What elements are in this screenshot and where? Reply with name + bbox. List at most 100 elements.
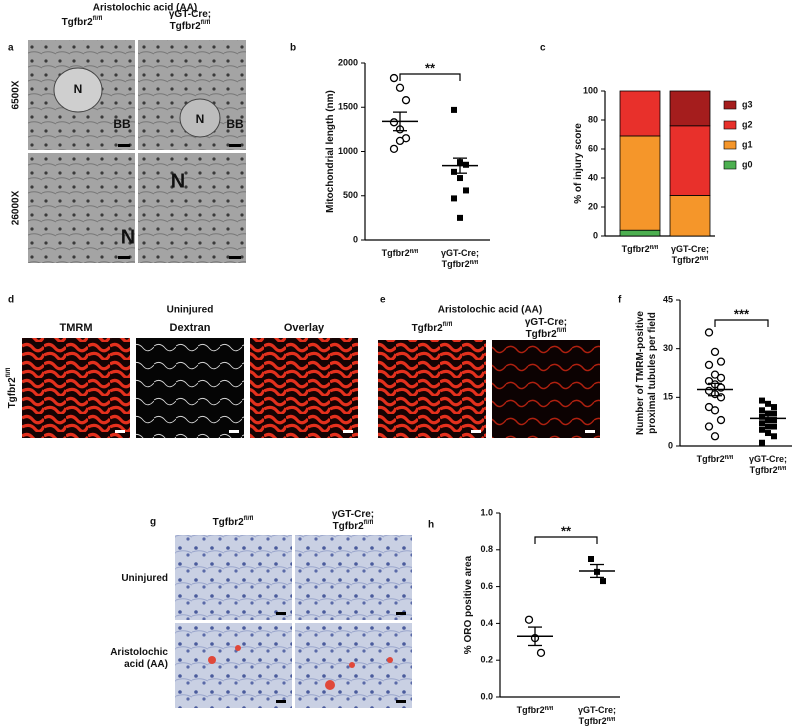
y-tick-label: 500 bbox=[343, 190, 358, 200]
data-point bbox=[759, 397, 765, 404]
label-text: Tgfbr2 bbox=[213, 517, 245, 528]
column-header: Overlay bbox=[284, 322, 325, 334]
y-tick-label: 0.8 bbox=[480, 544, 493, 554]
label-text: proximal tubules per field bbox=[647, 312, 658, 434]
nucleus bbox=[179, 98, 221, 138]
label-text: acid (AA) bbox=[124, 659, 168, 670]
y-tick-label: 0.4 bbox=[480, 618, 493, 628]
data-point bbox=[716, 357, 726, 366]
label-text: γGT-Cre; bbox=[332, 509, 374, 520]
label-text: γGT-Cre; bbox=[671, 244, 709, 254]
legend-label: g0 bbox=[742, 159, 753, 169]
significance-label: ** bbox=[561, 523, 572, 538]
y-tick-label: 0 bbox=[593, 230, 598, 240]
y-tick-label: 0.6 bbox=[480, 581, 493, 591]
significance-bracket bbox=[714, 319, 769, 327]
data-point bbox=[463, 161, 469, 168]
scale-bar bbox=[276, 612, 286, 615]
row-label: Uninjured bbox=[121, 573, 168, 584]
data-point bbox=[710, 406, 720, 415]
label-text: γGT-Cre; bbox=[525, 317, 567, 328]
data-point bbox=[716, 393, 726, 402]
y-tick-label: 15 bbox=[663, 392, 673, 402]
label-superscript: fl/fl bbox=[244, 515, 254, 522]
label-text: Tgfbr2 bbox=[517, 705, 545, 715]
label-text: Tgfbr2 bbox=[62, 17, 94, 28]
label-superscript: fl/fl bbox=[557, 327, 567, 334]
micrograph bbox=[138, 153, 246, 263]
data-point bbox=[524, 615, 534, 624]
label-text: Tgfbr2 bbox=[170, 21, 202, 32]
x-tick-label: γGT-Cre; bbox=[578, 705, 616, 715]
data-point bbox=[765, 430, 771, 437]
fluorescence-image bbox=[378, 340, 486, 438]
label-superscript: fl/fl bbox=[778, 466, 787, 472]
x-tick-label: Tgfbr2fl/fl bbox=[517, 705, 554, 715]
image-annotation: N bbox=[121, 226, 135, 248]
data-point bbox=[395, 83, 405, 92]
label-superscript: fl/fl bbox=[443, 321, 453, 328]
y-axis-label: Mitochondrial length (nm) bbox=[325, 90, 336, 213]
label-superscript: fl/fl bbox=[725, 455, 734, 461]
fluorescence-image bbox=[22, 338, 130, 438]
data-point bbox=[771, 433, 777, 440]
legend-swatch bbox=[723, 120, 737, 130]
data-point bbox=[759, 407, 765, 414]
column-header: γGT-Cre; bbox=[169, 9, 211, 20]
y-tick-label: 0 bbox=[353, 234, 358, 244]
lipid-droplet bbox=[387, 657, 393, 663]
histology-image bbox=[295, 535, 412, 620]
bar-segment bbox=[669, 194, 711, 237]
panel-d-images bbox=[22, 338, 358, 438]
label-text: Tgfbr2 bbox=[697, 454, 725, 464]
y-tick-label: 30 bbox=[663, 343, 673, 353]
column-header: γGT-Cre; bbox=[525, 317, 567, 328]
column-header: Tgfbr2fl/fl bbox=[213, 515, 254, 527]
data-point bbox=[771, 417, 777, 424]
scale-bar bbox=[118, 256, 130, 259]
significance-bracket bbox=[534, 536, 598, 544]
data-point bbox=[765, 410, 771, 417]
y-tick-label: 2000 bbox=[338, 57, 358, 67]
data-point bbox=[716, 373, 726, 383]
data-point bbox=[716, 415, 726, 425]
column-header: Dextran bbox=[170, 322, 211, 334]
significance-label: *** bbox=[734, 306, 750, 321]
bar-segment bbox=[669, 125, 711, 196]
scale-bar bbox=[276, 700, 286, 703]
fluorescence-image bbox=[136, 338, 244, 438]
row-label: acid (AA) bbox=[124, 659, 168, 670]
data-point bbox=[704, 328, 714, 337]
y-axis-label: Number of TMRM-positive bbox=[635, 311, 646, 435]
column-header: Tgfbr2fl/fl bbox=[333, 519, 374, 531]
panel-title: Aristolochic acid (AA) bbox=[93, 3, 197, 14]
label-text: γGT-Cre; bbox=[749, 454, 787, 464]
panel-g-images bbox=[175, 535, 412, 708]
scale-bar bbox=[229, 256, 241, 259]
label-superscript: fl/fl bbox=[650, 245, 659, 251]
legend-label: g3 bbox=[742, 99, 753, 109]
data-point bbox=[588, 556, 594, 562]
row-label: Aristolochic bbox=[110, 647, 168, 658]
bar-segment bbox=[619, 229, 661, 237]
label-text: Number of TMRM-positive bbox=[635, 311, 646, 435]
label-text: Aristolochic bbox=[110, 647, 168, 658]
label-text: Tgfbr2 bbox=[412, 323, 444, 334]
panel-letter: f bbox=[618, 295, 622, 306]
y-tick-label: 1500 bbox=[338, 102, 358, 112]
data-point bbox=[710, 347, 720, 357]
column-header: TMRM bbox=[60, 322, 93, 334]
panel-letter: d bbox=[8, 295, 14, 306]
column-header: Tgfbr2fl/fl bbox=[170, 19, 211, 31]
label-superscript: fl/fl bbox=[201, 19, 211, 26]
label-superscript: fl/fl bbox=[364, 519, 374, 526]
x-tick-label: Tgfbr2fl/fl bbox=[442, 259, 479, 269]
panel-letter: e bbox=[380, 295, 386, 306]
y-tick-label: 100 bbox=[583, 85, 598, 95]
label-text: Tgfbr2 bbox=[442, 259, 470, 269]
panel-letter: c bbox=[540, 43, 546, 54]
image-annotation: N bbox=[171, 170, 185, 192]
data-point bbox=[759, 413, 765, 420]
panel-title: Uninjured bbox=[167, 305, 214, 316]
